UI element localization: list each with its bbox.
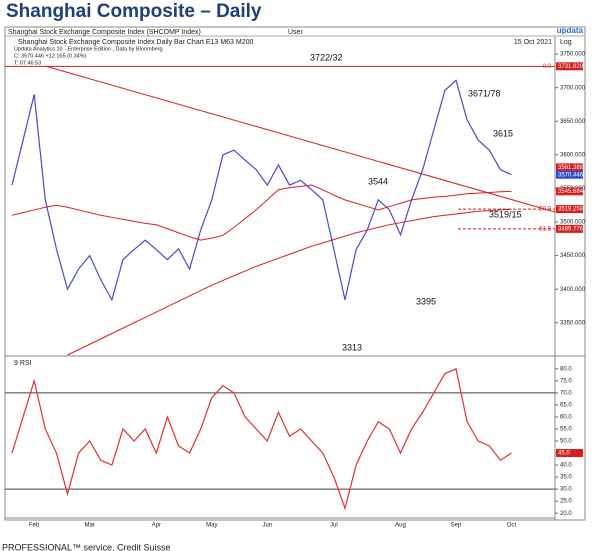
trendline: [44, 65, 556, 213]
y-tick-label: 3650.000: [560, 119, 586, 125]
value-tag-label: 3545.684: [558, 189, 584, 195]
series-line: [67, 208, 512, 356]
annotation: 3671/78: [468, 88, 501, 98]
y-tick-label: 40.0: [560, 463, 572, 469]
x-tick-label: Sep: [451, 523, 462, 529]
fib-label: 0.0: [543, 64, 552, 70]
y-tick-label: 50.0: [560, 439, 572, 445]
value-tag-label: 3489.776: [558, 226, 584, 232]
header-index: Shanghai Stock Exchange Composite Index …: [8, 29, 201, 36]
y-tick-label: 3600.000: [560, 152, 586, 158]
annotation: 3615: [493, 128, 513, 138]
header-date: 15 Oct 2021: [514, 39, 552, 46]
footer: PROFESSIONAL™ service, Credit Suisse: [2, 542, 171, 551]
y-tick-label: 3450.000: [560, 253, 586, 259]
x-tick-label: Jun: [262, 523, 272, 529]
y-tick-label: 75.0: [560, 378, 572, 384]
value-tag-label: 3731.820: [558, 64, 584, 70]
header-source: Updata Analytics 10 - Enterprise Edition…: [14, 46, 163, 52]
value-tag: [556, 163, 583, 172]
x-tick-label: Feb: [29, 523, 40, 529]
value-tag: [556, 170, 583, 179]
y-tick-label: 25.0: [560, 499, 572, 505]
header-time: T: 07:46:53: [14, 60, 41, 66]
header-user: User: [288, 29, 303, 36]
frame: [4, 26, 586, 521]
x-tick-label: Aug: [395, 523, 406, 529]
value-tag-label: 3570.446: [558, 172, 584, 178]
annotation: 3544: [368, 176, 388, 186]
y-tick-label: 55.0: [560, 427, 572, 433]
x-tick-label: Jul: [330, 523, 338, 529]
value-tag-label: 3581.388: [558, 165, 584, 171]
y-tick-label: 3400.000: [560, 287, 586, 293]
value-tag: [556, 205, 583, 214]
header-close: C: 3570.446 +12.165 (0.34%): [14, 53, 86, 59]
annotation: 3313: [342, 342, 362, 352]
y-tick-label: 70.0: [560, 390, 572, 396]
fib-label: 50.0: [539, 207, 551, 213]
logo: updata: [557, 26, 584, 35]
value-tag-label: 45.0: [558, 451, 570, 457]
page-title: Shanghai Composite – Daily: [6, 1, 262, 22]
y-tick-label: 65.0: [560, 402, 572, 408]
header-scale: Log: [560, 39, 572, 46]
annotation: 3519/15: [489, 209, 522, 219]
y-tick-label: 3350.000: [560, 320, 586, 326]
value-tag: [556, 224, 583, 233]
y-tick-label: 80.0: [560, 366, 572, 372]
x-tick-label: Apr: [152, 523, 161, 529]
x-tick-label: Mar: [85, 523, 95, 529]
y-tick-label: 3750.000: [560, 52, 586, 58]
value-tag: [556, 62, 583, 71]
y-tick-label: 20.0: [560, 511, 572, 517]
panel-title: 9 RSI: [14, 360, 32, 367]
annotation: 3395: [416, 296, 436, 306]
x-tick-label: May: [206, 523, 217, 529]
y-tick-label: 60.0: [560, 415, 572, 421]
y-tick-label: 3500.000: [560, 220, 586, 226]
fib-label: 61.8: [539, 226, 551, 232]
value-tag: [556, 187, 583, 196]
y-tick-label: 30.0: [560, 487, 572, 493]
value-tag: [556, 449, 583, 458]
header-chart: Shanghai Stock Exchange Composite Index …: [18, 39, 254, 46]
y-tick-label: 35.0: [560, 475, 572, 481]
value-tag-label: 3519.258: [558, 207, 584, 213]
annotation: 3722/32: [310, 52, 343, 62]
series-line: [11, 367, 512, 511]
series-line: [11, 79, 512, 302]
x-tick-label: Oct: [507, 523, 517, 529]
y-tick-label: 3700.000: [560, 85, 586, 91]
series-line: [11, 184, 512, 241]
